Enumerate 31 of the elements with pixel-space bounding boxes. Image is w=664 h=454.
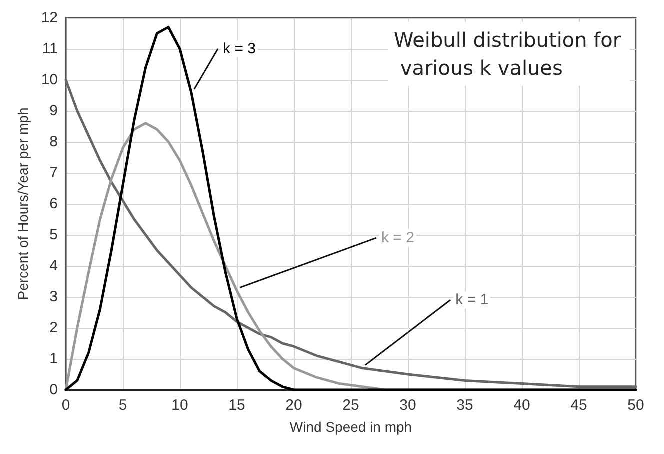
text: k = 1 <box>456 292 489 309</box>
text: k = 2 <box>382 230 414 247</box>
text: Weibull distribution for various k values <box>394 28 622 80</box>
x-tick-label: 50 <box>628 397 644 414</box>
y-tick-label: 4 <box>50 258 58 274</box>
y-tick-label: 11 <box>42 40 58 58</box>
y-tick-label: 0 <box>50 382 58 398</box>
x-tick-label: 30 <box>400 397 416 414</box>
y-tick-label: 10 <box>41 72 58 88</box>
y-tick-label: 2 <box>50 320 58 336</box>
x-tick-label: 40 <box>514 397 530 414</box>
y-tick-label: 12 <box>41 10 58 26</box>
y-tick-label: 6 <box>50 196 58 212</box>
x-tick-label: 20 <box>286 397 302 414</box>
line-series <box>64 26 638 392</box>
text: k = 3 <box>223 40 256 58</box>
y-tick-label: 7 <box>50 164 58 182</box>
y-axis-title: Percent of Hours/Year per mph <box>15 108 31 300</box>
y-tick-label: 8 <box>50 134 58 150</box>
y-tick-label: 9 <box>50 102 58 120</box>
x-tick-label: 15 <box>228 397 246 414</box>
x-tick-label: 0 <box>62 397 70 414</box>
x-axis-title: Wind Speed in mph <box>290 419 412 435</box>
x-tick-label: 10 <box>172 397 188 414</box>
y-tick-label: 1 <box>50 350 58 368</box>
y-tick-label: 5 <box>50 226 58 244</box>
x-tick-label: 45 <box>570 397 588 414</box>
y-tick-label: 3 <box>50 288 58 306</box>
x-tick-label: 35 <box>456 397 474 414</box>
x-tick-label: 5 <box>118 397 128 414</box>
x-tick-label: 25 <box>342 397 360 414</box>
